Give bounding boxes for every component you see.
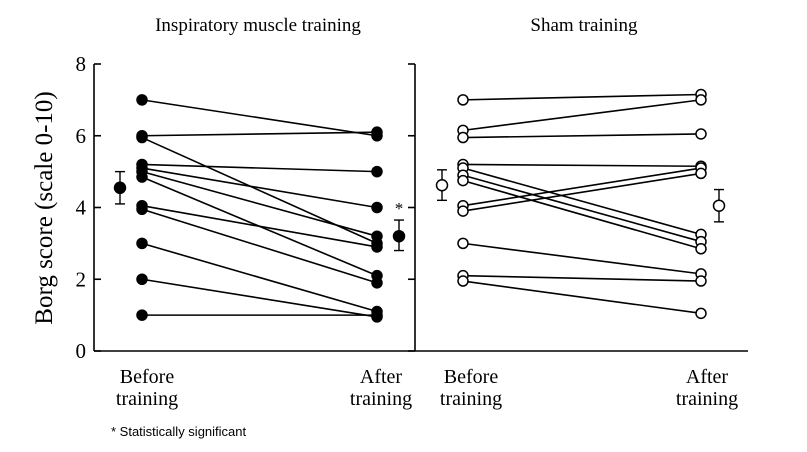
y-tick-label: 8 (76, 52, 87, 76)
before-point (457, 131, 469, 144)
y-tick-label: 0 (76, 339, 87, 363)
y-tick-label: 6 (76, 124, 87, 148)
before-point (136, 273, 148, 285)
subject-line (141, 99, 378, 137)
subject-line (462, 167, 702, 207)
subject-line (462, 242, 702, 275)
after-point (371, 126, 383, 138)
y-tick-label: 4 (76, 196, 87, 220)
x-category-label-line1: After (686, 366, 729, 388)
subject-line (462, 172, 702, 212)
subject-line (462, 280, 702, 315)
y-tick-label: 2 (76, 267, 87, 291)
before-point (136, 94, 148, 106)
subject-line (141, 131, 378, 137)
before-point (457, 205, 469, 217)
panels: Inspiratory muscle training*Beforetraini… (113, 15, 738, 410)
x-category-label-line1: After (360, 366, 403, 388)
significance-marker: * (395, 199, 404, 218)
after-point (371, 165, 383, 178)
before-point (136, 237, 148, 250)
before-point (136, 131, 148, 144)
subject-line (141, 204, 378, 248)
panel-title: Inspiratory muscle training (155, 15, 361, 36)
subject-line (141, 167, 378, 209)
after-point (695, 307, 707, 320)
subject-line (141, 208, 378, 284)
before-point (136, 309, 148, 321)
after-point (371, 201, 383, 214)
subject-line (462, 133, 702, 139)
footnote: * Statistically significant (111, 424, 246, 439)
x-category-label-line2: training (440, 388, 502, 410)
x-category-label-line1: Before (444, 366, 499, 388)
panel-title: Sham training (530, 15, 638, 36)
subject-line (462, 174, 702, 243)
after-point (695, 128, 707, 140)
before-summary-mean-point (435, 179, 449, 192)
after-point (371, 309, 383, 321)
x-category-label-line1: Before (120, 366, 175, 388)
after-point (371, 241, 383, 253)
x-category-label-line2: training (116, 388, 178, 410)
subject-line (141, 136, 378, 245)
before-summary-mean-point (113, 181, 127, 195)
subject-line (462, 167, 702, 236)
x-category-label-line2: training (676, 388, 738, 410)
after-point (695, 275, 707, 287)
after-point (371, 230, 383, 242)
x-category-label-line2: training (350, 388, 412, 410)
subject-line (462, 163, 702, 168)
after-summary-mean-point (392, 229, 406, 243)
after-point (695, 167, 707, 180)
subject-line (462, 99, 702, 132)
y-axis-label: Borg score (scale 0-10) (31, 91, 58, 324)
after-point (371, 277, 383, 289)
after-point (695, 243, 707, 255)
before-point (457, 174, 469, 187)
subject-line (141, 163, 378, 173)
y-ticks: 0 2 4 6 8 (76, 52, 415, 363)
subject-line (462, 274, 702, 282)
before-point (457, 275, 469, 287)
after-summary-mean-point (712, 199, 726, 212)
before-point (136, 203, 148, 216)
before-point (457, 94, 469, 106)
subject-line (141, 278, 378, 318)
subject-line (462, 93, 702, 101)
before-point (136, 171, 148, 183)
subject-line (141, 242, 378, 313)
subject-line (462, 179, 702, 250)
before-point (457, 237, 469, 250)
subject-line (141, 170, 378, 237)
panel-inspiratory: Inspiratory muscle training*Beforetraini… (113, 15, 412, 410)
after-point (695, 94, 707, 106)
